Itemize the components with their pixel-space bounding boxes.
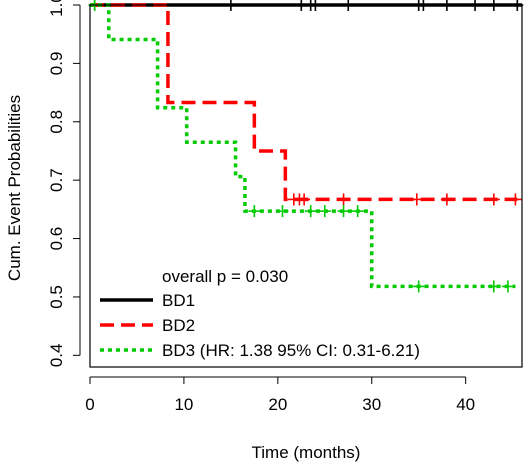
censor-mark-bd2 <box>440 193 453 206</box>
y-tick-label: 0.7 <box>47 168 66 192</box>
x-tick-label: 40 <box>456 395 475 414</box>
censor-mark-bd2 <box>298 193 311 206</box>
censor-mark-bd3 <box>487 280 500 293</box>
legend-label-bd1: BD1 <box>162 291 195 310</box>
censor-mark-bd3 <box>501 280 514 293</box>
x-tick-label: 10 <box>174 395 193 414</box>
censor-mark-bd2 <box>509 193 522 206</box>
legend-title: overall p = 0.030 <box>162 267 288 286</box>
x-axis: 0 10 20 30 40 <box>85 376 475 414</box>
censor-mark-bd2 <box>410 193 423 206</box>
y-tick-label: 0.6 <box>47 227 66 251</box>
series-line-bd3 <box>90 3 516 289</box>
legend: overall p = 0.030 BD1 BD2 BD3 (HR: 1.38 … <box>100 267 420 360</box>
y-tick-label: 0.5 <box>47 285 66 309</box>
series-line-bd2 <box>90 3 518 202</box>
y-tick-label: 1.0 <box>47 0 66 17</box>
censor-mark-bd2 <box>337 193 350 206</box>
censor-mark-bd3 <box>248 205 261 218</box>
legend-label-bd2: BD2 <box>162 316 195 335</box>
x-axis-label: Time (months) <box>252 443 361 462</box>
y-axis: 0.4 0.5 0.6 0.7 0.8 0.9 1.0 <box>47 0 81 368</box>
censor-mark-bd2 <box>487 193 500 206</box>
y-axis-label: Cum. Event Probabilities <box>5 95 24 281</box>
y-tick-label: 0.4 <box>47 344 66 368</box>
censor-mark-bd3 <box>318 205 331 218</box>
x-tick-label: 0 <box>85 395 94 414</box>
chart-marks <box>88 0 524 293</box>
x-tick-label: 20 <box>268 395 287 414</box>
censor-mark-bd3 <box>412 280 425 293</box>
legend-label-bd3: BD3 (HR: 1.38 95% CI: 0.31-6.21) <box>162 341 420 360</box>
x-tick-label: 30 <box>362 395 381 414</box>
censor-mark-bd3 <box>337 205 350 218</box>
plot-frame <box>89 4 523 368</box>
censor-mark-bd3 <box>351 205 364 218</box>
y-tick-label: 0.9 <box>47 52 66 76</box>
y-tick-label: 0.8 <box>47 110 66 134</box>
censor-mark-bd3 <box>276 205 289 218</box>
censor-mark-bd3 <box>304 205 317 218</box>
